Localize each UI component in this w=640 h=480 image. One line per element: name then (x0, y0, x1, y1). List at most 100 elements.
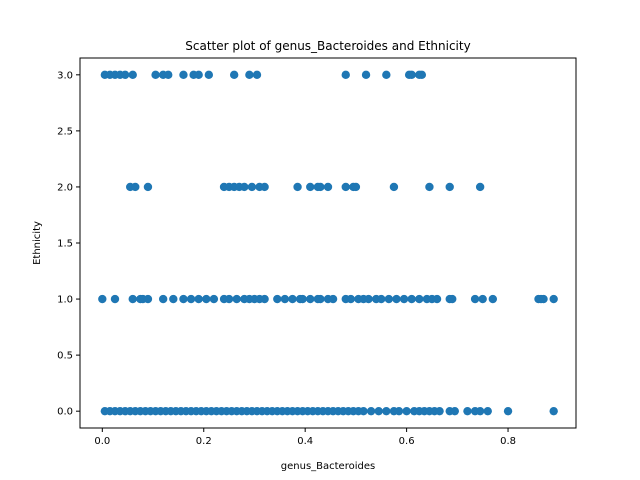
data-point (306, 294, 315, 304)
data-point (204, 70, 214, 80)
scatter-points (98, 70, 558, 416)
data-point (316, 294, 325, 304)
data-point (503, 406, 513, 416)
data-point (394, 406, 404, 416)
data-point (224, 294, 234, 304)
data-point (158, 294, 168, 304)
y-tick-label: 2.5 (57, 126, 73, 137)
data-point (432, 294, 442, 304)
data-point (475, 182, 485, 192)
chart-title: Scatter plot of genus_Bacteroides and Et… (185, 39, 470, 53)
data-point (194, 70, 203, 80)
y-tick-label: 1.5 (57, 239, 73, 250)
y-tick-label: 1.0 (57, 295, 73, 306)
data-point (186, 294, 196, 304)
data-point (389, 182, 399, 192)
data-point (374, 406, 383, 416)
data-point (407, 294, 416, 304)
x-axis-label: genus_Bacteroides (281, 461, 375, 472)
data-point (128, 70, 137, 80)
data-point (470, 294, 480, 304)
y-axis-ticks: 0.0 0.5 1.0 1.5 2.0 2.5 3.0 (57, 70, 80, 418)
data-point (164, 70, 173, 80)
data-point (488, 294, 498, 304)
data-point (402, 406, 411, 416)
data-point (463, 406, 472, 416)
data-point (143, 182, 153, 192)
data-point (366, 406, 376, 416)
data-point (346, 294, 356, 304)
data-point (415, 294, 424, 304)
x-tick-label: 0.0 (94, 436, 110, 447)
data-point (382, 406, 391, 416)
data-point (341, 70, 350, 80)
data-point (209, 294, 219, 304)
data-point (361, 70, 371, 80)
data-point (260, 294, 269, 304)
data-point (539, 294, 548, 304)
data-point (359, 406, 368, 416)
data-point (247, 182, 257, 192)
data-point (425, 182, 434, 192)
y-axis-label: Ethnicity (32, 221, 43, 265)
data-point (169, 294, 178, 304)
y-tick-label: 0.0 (57, 407, 73, 418)
data-point (483, 406, 492, 416)
data-point (399, 294, 409, 304)
data-point (179, 294, 188, 304)
data-point (478, 294, 487, 304)
data-point (341, 182, 350, 192)
x-tick-label: 0.2 (196, 436, 212, 447)
data-point (450, 406, 459, 416)
data-point (232, 294, 241, 304)
data-point (448, 294, 457, 304)
x-tick-label: 0.8 (500, 436, 516, 447)
data-point (407, 70, 416, 80)
data-point (435, 406, 444, 416)
data-point (143, 294, 153, 304)
data-point (328, 294, 338, 304)
plot-area-frame (79, 57, 577, 429)
data-point (260, 182, 269, 192)
data-point (131, 182, 140, 192)
data-point (110, 294, 120, 304)
data-point (98, 294, 107, 304)
data-point (280, 294, 290, 304)
data-point (306, 182, 315, 192)
data-point (128, 294, 137, 304)
data-point (351, 182, 361, 192)
data-point (229, 70, 239, 80)
data-point (151, 70, 160, 80)
data-point (384, 294, 394, 304)
x-tick-label: 0.4 (297, 436, 313, 447)
y-tick-label: 2.0 (57, 182, 73, 193)
y-tick-label: 3.0 (57, 70, 73, 81)
data-point (298, 294, 307, 304)
y-tick-label: 0.5 (57, 351, 73, 362)
data-point (316, 182, 325, 192)
data-point (273, 294, 282, 304)
data-point (293, 182, 302, 192)
data-point (179, 70, 188, 80)
x-tick-label: 0.6 (399, 436, 415, 447)
data-point (475, 406, 485, 416)
data-point (549, 406, 558, 416)
data-point (417, 70, 427, 80)
data-point (288, 294, 297, 304)
data-point (364, 294, 373, 304)
data-point (549, 294, 558, 304)
data-point (382, 70, 391, 80)
data-point (392, 294, 401, 304)
data-point (120, 70, 130, 80)
x-axis-ticks: 0.0 0.2 0.4 0.6 0.8 (94, 428, 516, 447)
data-point (445, 182, 454, 192)
data-point (245, 70, 254, 80)
data-point (240, 182, 249, 192)
data-point (252, 70, 262, 80)
data-point (202, 294, 211, 304)
data-point (194, 294, 203, 304)
data-point (377, 294, 386, 304)
data-point (323, 182, 333, 192)
